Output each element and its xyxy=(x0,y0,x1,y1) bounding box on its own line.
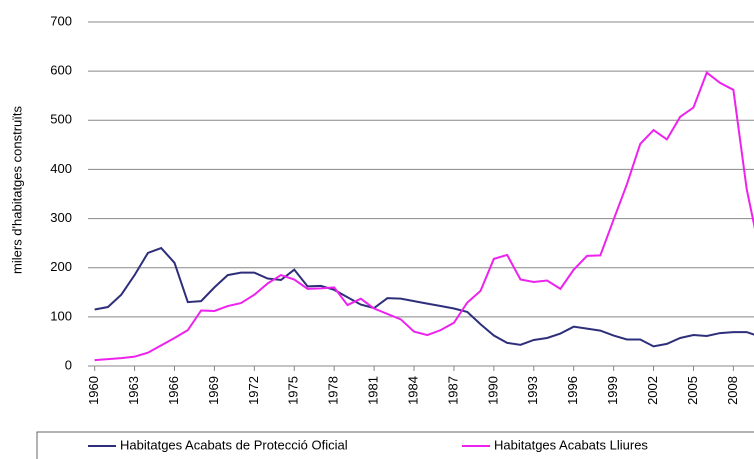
x-tick-label: 1984 xyxy=(405,376,420,405)
series-line xyxy=(94,246,754,348)
x-tick-label: 2008 xyxy=(725,376,740,405)
legend-label: Habitatges Acabats de Protecció Oficial xyxy=(120,437,348,452)
y-tick-label: 700 xyxy=(50,13,72,28)
x-tick-label: 1987 xyxy=(445,376,460,405)
y-tick-label: 400 xyxy=(50,161,72,176)
x-tick-label: 2005 xyxy=(685,376,700,405)
x-tick-label: 1972 xyxy=(246,376,261,405)
y-tick-label: 500 xyxy=(50,112,72,127)
series-line xyxy=(94,70,754,362)
x-tick-label: 1975 xyxy=(286,376,301,405)
x-tick-label: 1960 xyxy=(86,376,101,405)
x-tick-label: 1990 xyxy=(485,376,500,405)
x-tick-label: 1999 xyxy=(605,376,620,405)
x-tick-label: 1969 xyxy=(206,376,221,405)
y-tick-label: 200 xyxy=(50,259,72,274)
y-axis-label: milers d'habitatges construïts xyxy=(9,106,24,274)
y-tick-label: 600 xyxy=(50,63,72,78)
x-tick-label: 1996 xyxy=(565,376,580,405)
y-tick-label: 0 xyxy=(65,357,72,372)
x-tick-label: 1978 xyxy=(326,376,341,405)
x-tick-label: 1963 xyxy=(126,376,141,405)
legend-box xyxy=(36,431,754,459)
y-tick-label: 100 xyxy=(50,308,72,323)
y-tick-label: 300 xyxy=(50,210,72,225)
x-tick-label: 1966 xyxy=(166,376,181,405)
x-tick-label: 1993 xyxy=(525,376,540,405)
legend-label: Habitatges Acabats Lliures xyxy=(494,437,648,452)
x-tick-label: 2002 xyxy=(645,376,660,405)
x-tick-label: 1981 xyxy=(366,376,381,405)
